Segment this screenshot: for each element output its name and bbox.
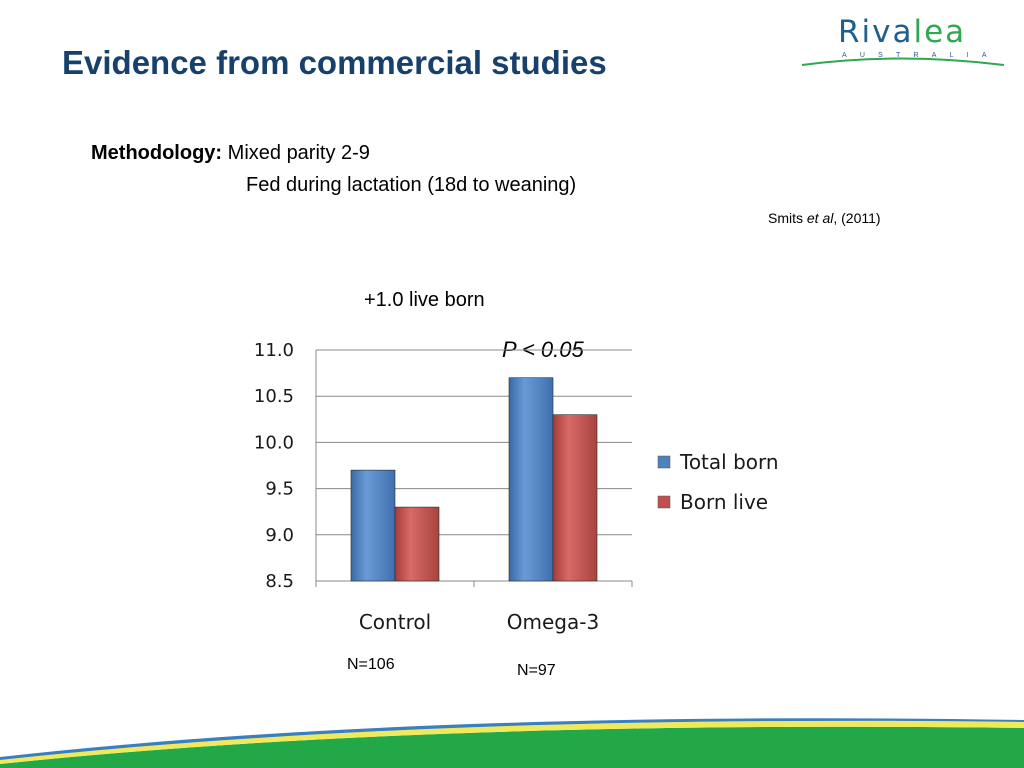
methodology-label: Methodology: — [91, 142, 223, 164]
citation: Smits et al, (2011) — [768, 210, 881, 226]
bars — [350, 377, 598, 582]
legend-swatch — [657, 455, 671, 469]
citation-etal: et al — [806, 210, 834, 226]
logo-name: Riva — [838, 14, 914, 50]
bar-total-born-omega-3 — [508, 377, 554, 582]
annotation-live-born: +1.0 live born — [364, 289, 485, 311]
y-tick-label: 8.5 — [265, 571, 294, 592]
bar-born-live-omega-3 — [552, 414, 598, 582]
logo-swoosh-icon — [801, 57, 1005, 66]
legend-swatch — [657, 495, 671, 509]
n-omega: N=97 — [517, 662, 556, 679]
citation-year: , (2011) — [833, 210, 881, 226]
y-tick-labels: 8.5 9.0 9.5 10.0 10.5 11.0 — [254, 340, 294, 592]
category-label: Control — [359, 610, 431, 634]
category-label: Omega-3 — [507, 610, 599, 634]
y-tick-label: 9.0 — [265, 525, 294, 546]
logo-subtitle: AUSTRALIA — [842, 52, 1000, 59]
bar-chart: 8.5 9.0 9.5 10.0 10.5 11.0 Control Omega-3 Tot… — [254, 340, 779, 634]
footer-swoosh-icon — [0, 718, 1024, 768]
logo-name-accent: lea — [913, 14, 967, 50]
methodology-text-1: Mixed parity 2-9 — [227, 142, 370, 164]
bar-born-live-control — [394, 506, 440, 582]
y-tick-label: 9.5 — [265, 479, 294, 500]
y-tick-label: 11.0 — [254, 340, 294, 361]
y-tick-label: 10.5 — [254, 386, 294, 407]
citation-author: Smits — [768, 210, 803, 226]
y-tick-label: 10.0 — [254, 432, 294, 453]
legend-label: Born live — [680, 490, 768, 514]
n-control: N=106 — [347, 656, 395, 673]
category-labels: Control Omega-3 — [359, 610, 599, 634]
rivalea-logo: Rivalea AUSTRALIA — [798, 12, 1008, 72]
legend-label: Total born — [679, 450, 779, 474]
methodology-line-1: Methodology: Mixed parity 2-9 — [91, 142, 370, 165]
bar-total-born-control — [350, 469, 396, 582]
legend: Total born Born live — [657, 450, 779, 514]
logo-wordmark: Rivalea — [838, 14, 966, 50]
slide-title: Evidence from commercial studies — [62, 44, 607, 81]
methodology-line-2: Fed during lactation (18d to weaning) — [246, 174, 577, 196]
